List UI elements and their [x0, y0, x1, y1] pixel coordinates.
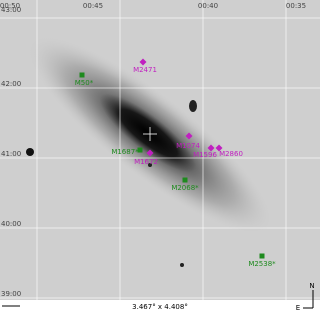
ra-label: 00:50 [0, 2, 20, 10]
galaxy-core [99, 93, 197, 173]
catalog-marker [207, 144, 215, 152]
marker-label: M2068* [171, 184, 199, 192]
compass-east: E [296, 304, 300, 312]
catalog-marker [137, 147, 143, 153]
dec-label: 39:00 [1, 290, 21, 298]
catalog-marker [139, 58, 147, 66]
dec-label: 40:00 [1, 220, 21, 228]
marker-label: M1687* [111, 148, 139, 156]
catalog-marker [185, 132, 193, 140]
ra-label: 00:40 [198, 2, 218, 10]
dec-label: 43:00 [1, 6, 21, 14]
marker-label: M1596 [193, 151, 217, 159]
coordinate-grid [0, 0, 320, 300]
footer-bar [0, 300, 320, 320]
marker-label: M50* [75, 79, 94, 87]
dec-label: 41:00 [1, 150, 21, 158]
catalog-marker [259, 253, 265, 259]
star [180, 263, 184, 267]
marker-label: M2538* [248, 260, 276, 268]
compass-north: N [309, 282, 314, 290]
ra-label: 00:35 [286, 2, 306, 10]
marker-label: M1672 [134, 158, 158, 166]
ra-label: 00:45 [83, 2, 103, 10]
marker-label: M2471 [133, 66, 157, 74]
star [148, 163, 152, 167]
marker-label: M2860 [219, 150, 243, 158]
catalog-marker [79, 72, 85, 78]
center-crosshair [143, 127, 157, 141]
catalog-marker [215, 144, 223, 152]
satellite-galaxy [189, 100, 197, 112]
field-size: 3.467° x 4.408° [132, 303, 188, 311]
marker-label: M1074 [176, 142, 200, 150]
dec-label: 42:00 [1, 80, 21, 88]
star [26, 148, 34, 156]
catalog-marker [146, 149, 154, 157]
catalog-marker [182, 177, 188, 183]
